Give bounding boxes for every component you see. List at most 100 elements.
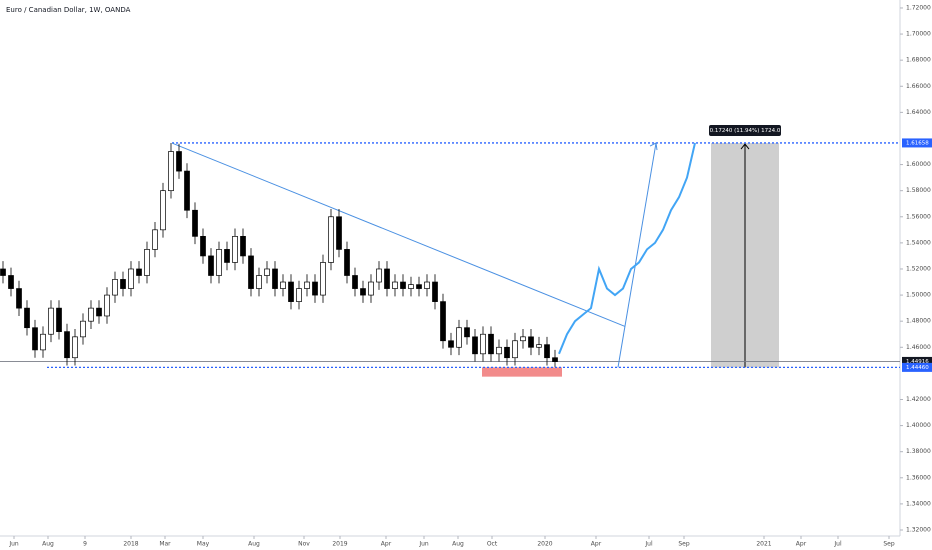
candle-body <box>88 307 94 322</box>
candle-body <box>456 327 462 348</box>
x-tick-label: Apr <box>381 541 392 548</box>
candle-body <box>488 333 494 355</box>
candle-body <box>376 268 382 283</box>
candle-body <box>8 275 14 289</box>
candle-body <box>464 327 470 338</box>
x-tick-label: 2020 <box>537 541 552 548</box>
candle-body <box>0 268 6 276</box>
price-label-box <box>902 362 932 372</box>
candle-body <box>240 236 246 257</box>
x-tick-label: Apr <box>796 541 807 548</box>
candle-body <box>72 336 78 359</box>
candle-body <box>288 281 294 302</box>
candle-body <box>264 268 270 276</box>
candle-body <box>248 255 254 289</box>
candle-body <box>480 333 486 355</box>
candle-body <box>424 281 430 289</box>
x-tick-label: Jun <box>418 541 429 548</box>
support-zone <box>482 367 562 377</box>
candle-body <box>256 275 262 289</box>
x-tick-label: May <box>197 541 210 548</box>
candle-body <box>384 268 390 289</box>
candle-body <box>184 170 190 211</box>
y-tick-label: 1.60000 <box>906 161 931 168</box>
candle-body <box>360 288 366 296</box>
x-tick-label: 2021 <box>756 541 771 548</box>
candle-body <box>216 249 222 276</box>
candle-body <box>104 294 110 317</box>
x-tick-label: Aug <box>42 541 54 548</box>
candle-body <box>176 151 182 172</box>
measure-label-box <box>709 125 781 137</box>
candle-body <box>312 281 318 296</box>
candle-body <box>232 236 238 263</box>
y-tick-label: 1.68000 <box>906 57 931 64</box>
candle-body <box>128 268 134 289</box>
measure-arrowhead <box>740 143 750 150</box>
x-tick-label: Aug <box>452 541 464 548</box>
candle-body <box>520 336 526 342</box>
candle-body <box>440 301 446 342</box>
y-tick-label: 1.46000 <box>906 344 931 351</box>
candle-body <box>416 284 422 289</box>
candle-body <box>352 275 358 289</box>
candle-body <box>144 249 150 276</box>
candle-body <box>496 346 502 355</box>
x-tick-label: 9 <box>83 541 87 548</box>
trendline <box>617 142 657 368</box>
y-tick-label: 1.70000 <box>906 31 931 38</box>
trendline <box>171 142 626 327</box>
y-tick-label: 1.54000 <box>906 239 931 246</box>
candle-body <box>208 255 214 276</box>
y-tick-label: 1.32000 <box>906 526 931 533</box>
y-tick-label: 1.58000 <box>906 187 931 194</box>
projection-line <box>558 142 696 355</box>
candle-body <box>160 190 166 231</box>
x-tick-label: Apr <box>591 541 602 548</box>
y-tick-label: 1.66000 <box>906 83 931 90</box>
candle-body <box>136 268 142 276</box>
x-tick-label: Nov <box>298 541 310 548</box>
candle-body <box>328 216 334 263</box>
candle-body <box>400 281 406 289</box>
x-tick-label: Jun <box>8 541 19 548</box>
candle-body <box>168 151 174 192</box>
candle-body <box>536 344 542 348</box>
candle-body <box>56 307 62 332</box>
candle-body <box>80 320 86 338</box>
candle-body <box>224 249 230 263</box>
x-tick-label: Sep <box>678 541 690 548</box>
y-tick-label: 1.42000 <box>906 396 931 403</box>
x-tick-label: Mar <box>159 541 171 548</box>
y-tick-label: 1.72000 <box>906 4 931 11</box>
price-label-box <box>902 356 932 366</box>
candle-body <box>408 284 414 289</box>
price-label: 1.44460 <box>906 365 929 371</box>
candle-body <box>280 281 286 289</box>
price-label: 1.61658 <box>906 140 929 146</box>
y-tick-label: 1.50000 <box>906 292 931 299</box>
candle-body <box>200 236 206 257</box>
candle-body <box>448 340 454 348</box>
candle-body <box>504 346 510 359</box>
y-tick-label: 1.56000 <box>906 213 931 220</box>
y-tick-label: 1.48000 <box>906 318 931 325</box>
candle-body <box>112 279 118 296</box>
candle-body <box>48 307 54 335</box>
y-tick-label: 1.36000 <box>906 474 931 481</box>
y-tick-label: 1.64000 <box>906 109 931 116</box>
candle-body <box>320 262 326 296</box>
x-tick-label: Jul <box>644 541 653 548</box>
chart-title: Euro / Canadian Dollar, 1W, OANDA <box>6 6 131 14</box>
x-tick-label: 2019 <box>332 541 347 548</box>
y-tick-label: 1.52000 <box>906 265 931 272</box>
candle-body <box>528 336 534 348</box>
x-tick-label: Aug <box>248 541 260 548</box>
x-tick-label: 2018 <box>123 541 138 548</box>
candle-body <box>392 281 398 289</box>
candle-body <box>120 279 126 289</box>
x-tick-label: Oct <box>487 541 498 548</box>
x-tick-label: Sep <box>883 541 895 548</box>
candle-body <box>552 357 558 362</box>
